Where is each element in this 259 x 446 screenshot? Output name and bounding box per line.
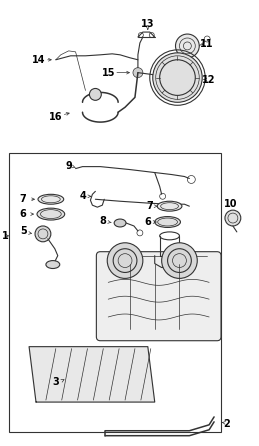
Text: 2: 2 [224,419,230,429]
Text: 14: 14 [32,55,46,65]
Ellipse shape [37,208,65,220]
Circle shape [133,68,143,78]
Text: 7: 7 [20,194,26,204]
Text: 5: 5 [20,226,26,236]
Text: 15: 15 [102,68,115,78]
Polygon shape [29,347,155,402]
FancyBboxPatch shape [96,252,221,341]
Text: 6: 6 [20,209,26,219]
Ellipse shape [157,201,182,211]
Text: 6: 6 [145,217,151,227]
Text: 16: 16 [49,112,63,122]
Ellipse shape [114,219,126,227]
Text: 10: 10 [224,199,238,209]
Text: 7: 7 [146,201,153,211]
Text: 11: 11 [200,39,214,49]
Text: 1: 1 [2,231,9,241]
Text: 4: 4 [79,191,86,201]
Text: 8: 8 [100,216,107,226]
Bar [9,153,221,432]
Circle shape [225,210,241,226]
Text: 9: 9 [65,161,72,171]
Circle shape [35,226,51,242]
Circle shape [162,243,197,278]
Text: 12: 12 [202,74,216,85]
Circle shape [89,88,101,100]
Ellipse shape [155,217,181,227]
Text: 3: 3 [52,377,59,387]
Ellipse shape [38,194,64,204]
Ellipse shape [46,260,60,268]
Circle shape [153,53,202,102]
Circle shape [176,34,199,58]
Text: 13: 13 [141,19,155,29]
Circle shape [107,243,143,278]
